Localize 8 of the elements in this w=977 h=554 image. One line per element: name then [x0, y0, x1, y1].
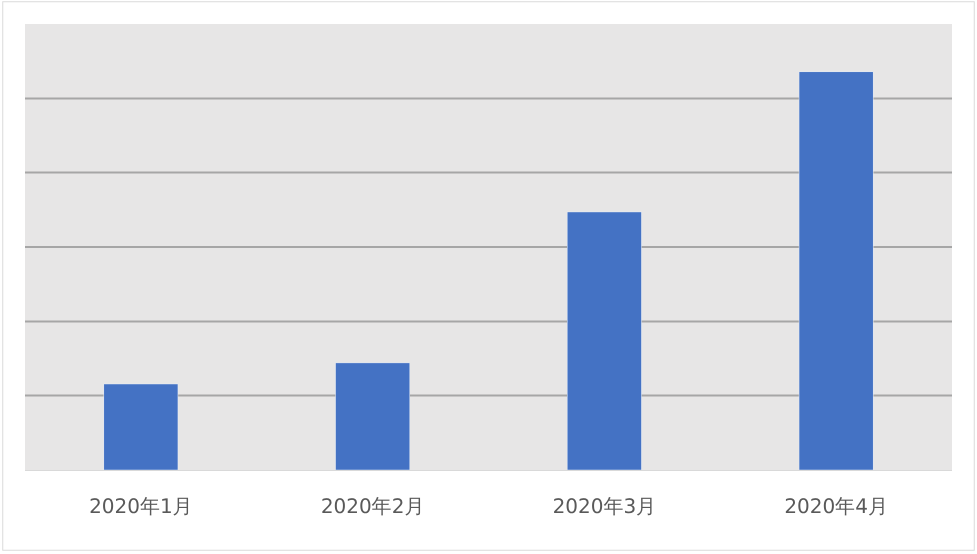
bar — [104, 384, 178, 470]
x-tick-label: 2020年1月 — [89, 494, 193, 518]
x-tick-label: 2020年3月 — [552, 494, 656, 518]
bar — [335, 362, 410, 470]
x-tick-label: 2020年4月 — [784, 494, 888, 518]
bar — [798, 72, 874, 470]
x-tick-label: 2020年2月 — [320, 494, 424, 518]
bar — [567, 212, 642, 470]
